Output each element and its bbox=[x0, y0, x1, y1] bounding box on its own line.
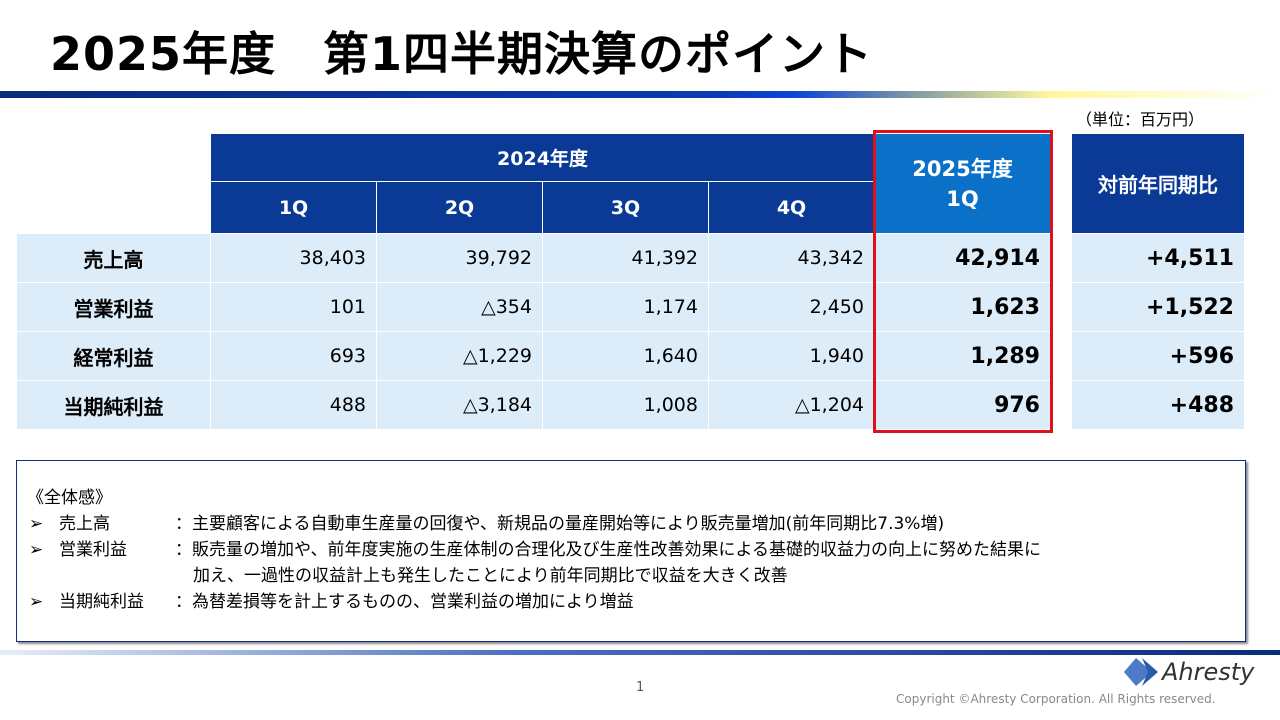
summary-text: ：主要顧客による自動車生産量の回復や、新規品の量産開始等により販売量増加(前年同… bbox=[175, 514, 945, 534]
summary-continuation: 加え、一過性の収益計上も発生したことにより前年同期比で収益を大きく改善 bbox=[193, 566, 788, 586]
logo-diamond-icon bbox=[1124, 658, 1158, 686]
current-value-cell: 976 bbox=[875, 381, 1050, 429]
current-value-cell: 1,289 bbox=[875, 332, 1050, 380]
yoy-value-cell: +596 bbox=[1072, 332, 1244, 380]
current-header: 2025年度 1Q bbox=[875, 134, 1050, 233]
value-cell: △354 bbox=[377, 283, 542, 331]
value-cell: 1,640 bbox=[543, 332, 708, 380]
quarter-header: 3Q bbox=[543, 182, 708, 233]
title-underline bbox=[0, 91, 1280, 98]
summary-item: ➢ 営業利益 ：販売量の増加や、前年度実施の生産体制の合理化及び生産性改善効果による… bbox=[27, 537, 1245, 563]
value-cell: 41,392 bbox=[543, 234, 708, 282]
value-cell: △1,204 bbox=[709, 381, 874, 429]
logo-text: Ahresty bbox=[1162, 658, 1255, 686]
value-cell: 1,174 bbox=[543, 283, 708, 331]
value-cell: 693 bbox=[211, 332, 376, 380]
summary-text: ：販売量の増加や、前年度実施の生産体制の合理化及び生産性改善効果による基礎的収益… bbox=[175, 540, 1041, 560]
current-value-cell: 1,623 bbox=[875, 283, 1050, 331]
yoy-value-cell: +1,522 bbox=[1072, 283, 1244, 331]
yoy-header: 対前年同期比 bbox=[1072, 134, 1244, 233]
row-label: 当期純利益 bbox=[17, 381, 210, 429]
page-title: 2025年度 第1四半期決算のポイント bbox=[50, 27, 874, 81]
summary-heading: 《全体感》 bbox=[27, 488, 112, 508]
row-label: 営業利益 bbox=[17, 283, 210, 331]
arrow-bullet-icon: ➢ bbox=[29, 540, 44, 560]
page-number: 1 bbox=[636, 680, 645, 695]
row-label: 経常利益 bbox=[17, 332, 210, 380]
row-label: 売上高 bbox=[17, 234, 210, 282]
summary-key: 当期純利益 bbox=[59, 592, 144, 612]
quarter-header: 2Q bbox=[377, 182, 542, 233]
value-cell: 101 bbox=[211, 283, 376, 331]
current-header-year: 2025年度 bbox=[912, 156, 1013, 181]
current-header-quarter: 1Q bbox=[946, 186, 979, 211]
value-cell: 488 bbox=[211, 381, 376, 429]
current-value-cell: 42,914 bbox=[875, 234, 1050, 282]
footer-line bbox=[0, 650, 1280, 655]
summary-box: 《全体感》 ➢ 売上高 ：主要顧客による自動車生産量の回復や、新規品の量産開始等によ… bbox=[16, 460, 1246, 642]
value-cell: 43,342 bbox=[709, 234, 874, 282]
quarter-header: 4Q bbox=[709, 182, 874, 233]
highlight-frame bbox=[873, 130, 1053, 433]
value-cell: 2,450 bbox=[709, 283, 874, 331]
unit-label: （単位：百万円） bbox=[1076, 110, 1205, 129]
value-cell: △1,229 bbox=[377, 332, 542, 380]
arrow-bullet-icon: ➢ bbox=[29, 592, 44, 612]
yoy-value-cell: +4,511 bbox=[1072, 234, 1244, 282]
quarter-header: 1Q bbox=[211, 182, 376, 233]
summary-text: ：為替差損等を計上するものの、営業利益の増加により増益 bbox=[175, 592, 634, 612]
summary-item: ➢ 売上高 ：主要顧客による自動車生産量の回復や、新規品の量産開始等により販売量増加… bbox=[27, 511, 1245, 537]
group-header: 2024年度 bbox=[211, 134, 874, 181]
summary-item: ➢ 当期純利益 ：為替差損等を計上するものの、営業利益の増加により増益 bbox=[27, 589, 1245, 615]
value-cell: 38,403 bbox=[211, 234, 376, 282]
company-logo: Ahresty bbox=[1122, 656, 1254, 688]
value-cell: 1,008 bbox=[543, 381, 708, 429]
value-cell: 1,940 bbox=[709, 332, 874, 380]
yoy-value-cell: +488 bbox=[1072, 381, 1244, 429]
value-cell: 39,792 bbox=[377, 234, 542, 282]
summary-key: 売上高 bbox=[59, 514, 110, 534]
copyright: Copyright ©Ahresty Corporation. All Righ… bbox=[896, 692, 1216, 706]
summary-key: 営業利益 bbox=[59, 540, 127, 560]
value-cell: △3,184 bbox=[377, 381, 542, 429]
arrow-bullet-icon: ➢ bbox=[29, 514, 44, 534]
